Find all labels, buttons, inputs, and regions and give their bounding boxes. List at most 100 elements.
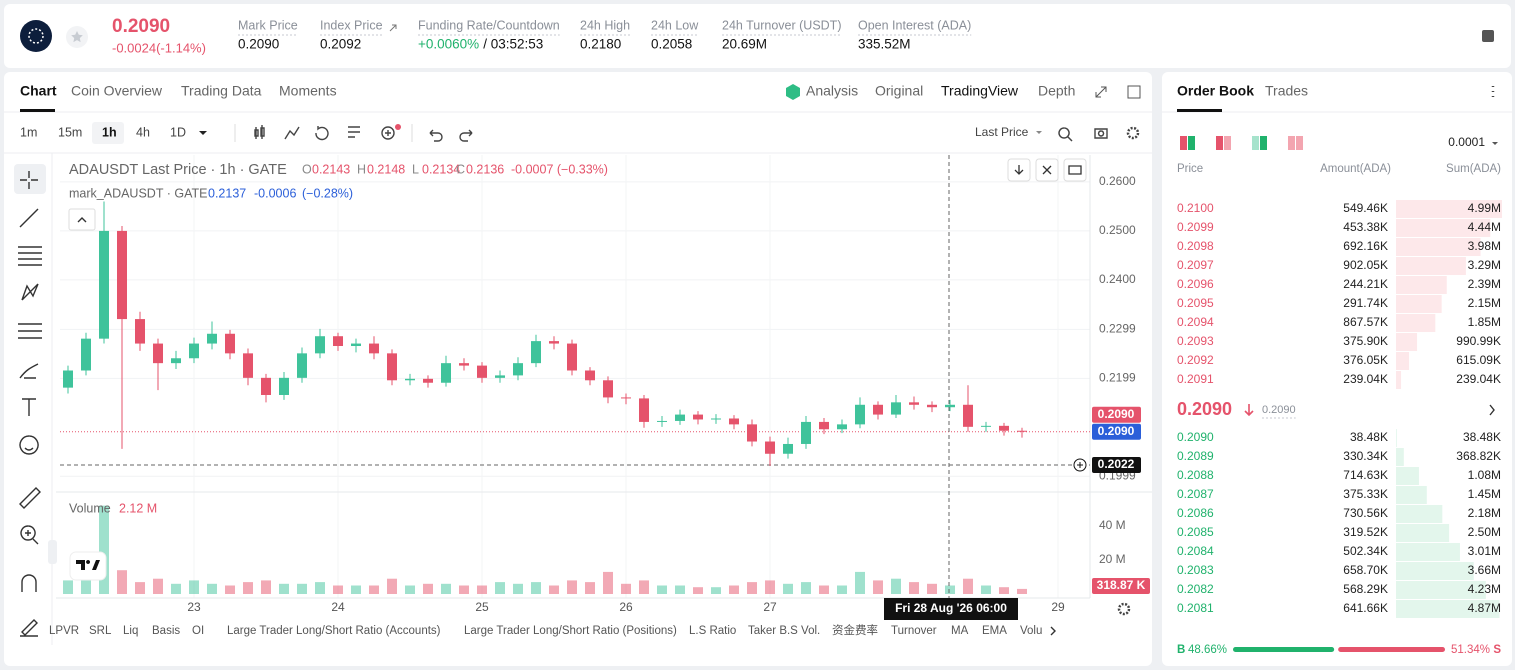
ob-view-icon[interactable] [1180, 136, 1187, 150]
drawing-tool[interactable] [19, 363, 39, 379]
depth-bar [1396, 219, 1491, 237]
drawing-tool[interactable] [21, 283, 39, 301]
view-option[interactable]: Original [875, 83, 923, 99]
indicators-next[interactable] [1050, 626, 1056, 636]
toolbar-icon[interactable] [315, 126, 329, 141]
drawing-tool[interactable] [19, 435, 39, 455]
ob-price[interactable]: 0.2089 [1177, 449, 1214, 463]
ob-price[interactable]: 0.2100 [1177, 201, 1214, 215]
toolbar-icon[interactable] [429, 129, 443, 142]
indicator[interactable]: EMA [982, 625, 1007, 637]
axis-settings[interactable] [1117, 602, 1131, 616]
window-icon[interactable] [1127, 85, 1141, 99]
ob-price[interactable]: 0.2092 [1177, 353, 1214, 367]
ob-price[interactable]: 0.2088 [1177, 468, 1214, 482]
depth-bar [1396, 429, 1397, 447]
indicator[interactable]: Volu [1020, 625, 1042, 637]
indicator[interactable]: LPVR [49, 625, 79, 637]
ob-price[interactable]: 0.2099 [1177, 220, 1214, 234]
chart-tab[interactable]: Chart [20, 83, 57, 99]
volume-bar [387, 578, 397, 594]
header-icon[interactable] [1482, 30, 1494, 42]
ob-price[interactable]: 0.2096 [1177, 277, 1214, 291]
ob-view-icon[interactable] [1288, 136, 1295, 150]
ob-price[interactable]: 0.2085 [1177, 525, 1214, 539]
drawing-tool[interactable] [20, 525, 39, 545]
ob-view-icon[interactable] [1252, 136, 1259, 150]
view-option[interactable]: TradingView [941, 83, 1019, 99]
candle-body [819, 421, 829, 430]
indicator[interactable]: Large Trader Long/Short Ratio (Positions… [464, 625, 677, 637]
ob-view-icon[interactable] [1216, 136, 1223, 150]
candle-body [477, 365, 487, 378]
toolbar-icon[interactable] [459, 129, 473, 142]
drawing-tool[interactable] [21, 574, 37, 592]
indicator[interactable]: Large Trader Long/Short Ratio (Accounts) [227, 625, 441, 637]
ob-price[interactable]: 0.2097 [1177, 258, 1214, 272]
drawing-tool[interactable] [20, 619, 38, 637]
ob-price[interactable]: 0.2086 [1177, 506, 1214, 520]
legend-collapse[interactable] [68, 208, 96, 231]
x-tick-label: 26 [619, 600, 633, 614]
drawing-tool[interactable] [20, 171, 38, 189]
ob-price[interactable]: 0.2084 [1177, 544, 1214, 558]
ob-price[interactable]: 0.2094 [1177, 315, 1214, 329]
header-panel [4, 4, 1511, 68]
interval[interactable]: 15m [58, 125, 82, 139]
interval[interactable]: 1m [20, 125, 37, 139]
indicator[interactable]: MA [951, 625, 969, 637]
chart-tab[interactable]: Coin Overview [71, 83, 163, 99]
expand-icon[interactable] [1095, 86, 1107, 98]
ob-price[interactable]: 0.2091 [1177, 372, 1214, 386]
view-option[interactable]: Depth [1038, 83, 1075, 99]
ob-more[interactable] [1489, 404, 1495, 416]
candle-body [711, 418, 721, 420]
toolbar-icon[interactable] [348, 126, 360, 138]
indicator[interactable]: Basis [152, 625, 180, 637]
indicator[interactable]: OI [192, 625, 204, 637]
camera-icon[interactable] [1094, 128, 1108, 139]
ob-price[interactable]: 0.2090 [1177, 430, 1214, 444]
interval[interactable]: 4h [136, 125, 150, 139]
volume-bar [243, 582, 253, 594]
search-icon[interactable] [1058, 127, 1073, 142]
toolbar-icon[interactable] [254, 125, 265, 139]
indicator[interactable]: Turnover [891, 625, 937, 637]
ob-price[interactable]: 0.2082 [1177, 582, 1214, 596]
drawing-tool[interactable] [19, 208, 39, 228]
indicator[interactable]: Liq [123, 625, 138, 637]
tools-collapse[interactable] [48, 540, 57, 564]
chart-tab[interactable]: Moments [279, 83, 337, 99]
volume-tag [1092, 578, 1150, 594]
ob-price[interactable]: 0.2093 [1177, 334, 1214, 348]
indicator[interactable]: SRL [89, 625, 112, 637]
interval[interactable]: 1D [170, 125, 186, 139]
interval[interactable]: 1h [102, 125, 117, 139]
ob-price[interactable]: 0.2098 [1177, 239, 1214, 253]
drawing-tool[interactable] [18, 246, 42, 266]
toolbar-icon[interactable] [381, 126, 395, 140]
ob-amount: 502.34K [1343, 544, 1388, 558]
drawing-tool[interactable] [19, 487, 41, 509]
indicator[interactable]: Taker B.S Vol. [748, 625, 820, 637]
ob-tab[interactable]: Trades [1265, 83, 1308, 99]
view-option[interactable]: Analysis [806, 83, 858, 99]
ob-tab[interactable]: Order Book [1177, 83, 1254, 99]
indicator[interactable]: 资金费率 [832, 623, 878, 637]
ob-price[interactable]: 0.2095 [1177, 296, 1214, 310]
toolbar-icon[interactable] [284, 126, 300, 140]
ob-price[interactable]: 0.2081 [1177, 601, 1214, 615]
drawing-tool[interactable] [18, 323, 42, 339]
drawing-tool[interactable] [22, 398, 36, 416]
chart-button[interactable] [1063, 158, 1087, 182]
price-source[interactable]: Last Price [975, 125, 1029, 139]
chart-tab[interactable]: Trading Data [181, 83, 262, 99]
ob-sum: 2.39M [1468, 277, 1501, 291]
ob-price[interactable]: 0.2083 [1177, 563, 1214, 577]
settings-icon[interactable] [1126, 126, 1140, 140]
ohlc-label: H [357, 162, 366, 176]
indicator[interactable]: L.S Ratio [689, 625, 736, 637]
ob-price[interactable]: 0.2087 [1177, 487, 1214, 501]
ob-amount: 902.05K [1343, 258, 1388, 272]
ob-precision[interactable]: 0.0001 [1448, 135, 1485, 149]
